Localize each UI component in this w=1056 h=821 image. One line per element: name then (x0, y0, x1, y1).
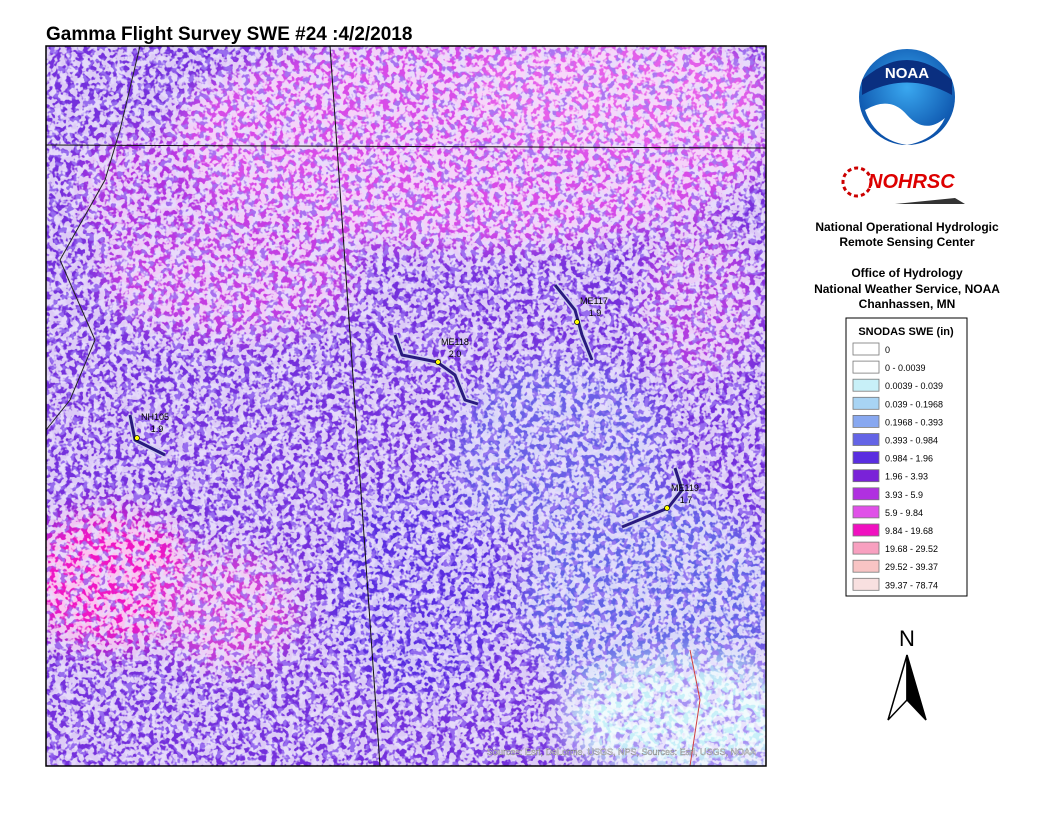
legend-label: 39.37 - 78.74 (885, 580, 938, 590)
program-name: NOHRSC (868, 171, 955, 193)
legend-label: 0.039 - 0.1968 (885, 399, 943, 409)
legend-label: 0 - 0.0039 (885, 363, 926, 373)
flight-swe: 1.9 (151, 424, 164, 434)
legend-swatch (852, 342, 880, 356)
legend-swatch (852, 451, 880, 465)
legend-swatch (852, 487, 880, 501)
map-frame (45, 45, 767, 767)
legend-swatch (852, 433, 880, 446)
north-arrow: N (887, 626, 927, 721)
title: Gamma Flight Survey SWE #24 :4/2/2018 (46, 24, 412, 45)
nohrsc-logo: NOHRSC (841, 166, 965, 204)
legend-label: 9.84 - 19.68 (885, 526, 933, 536)
legend-swatch (852, 396, 880, 410)
flight-swe: 1.9 (589, 308, 602, 318)
org-line: National Operational Hydrologic (815, 220, 999, 234)
legend-label: 0.1968 - 0.393 (885, 417, 943, 427)
flight-point (134, 435, 140, 441)
legend-swatch (852, 469, 880, 483)
org-line: Remote Sensing Center (839, 235, 975, 249)
flight-name: ME118 (441, 337, 469, 347)
legend-label: 5.9 - 9.84 (885, 508, 923, 518)
flight-name: ME117 (580, 296, 608, 306)
legend-swatch (852, 378, 880, 392)
legend-swatch (852, 577, 880, 591)
legend-swatch (852, 414, 880, 428)
flight-name: ME119 (671, 483, 699, 493)
map: ME117 1.9 ME118 2.0 NH105 1.9 ME119 1.7 Sources… (46, 46, 766, 766)
noaa-logo: NOAA (859, 49, 955, 145)
legend-swatch (852, 559, 880, 573)
flight-point (574, 319, 580, 325)
org-line: National Weather Service, NOAA (814, 282, 1000, 296)
flight-line (393, 334, 479, 406)
legend-label: 0.0039 - 0.039 (885, 381, 943, 391)
flight-point (664, 505, 670, 511)
legend-swatch (852, 360, 880, 374)
flight-name: NH105 (141, 412, 169, 422)
north-label: N (899, 626, 915, 651)
legend-label: 0 (885, 345, 890, 355)
flight-swe: 2.0 (449, 349, 462, 359)
legend-label: 0.393 - 0.984 (885, 436, 938, 446)
org-line: Office of Hydrology (851, 266, 963, 280)
legend-title: SNODAS SWE (in) (858, 326, 954, 338)
legend-swatch (852, 541, 880, 555)
legend-label: 19.68 - 29.52 (885, 544, 938, 554)
flight-line (621, 467, 684, 529)
logo-text: NOAA (885, 65, 929, 82)
legend: SNODAS SWE (in) 0 0 - 0.0039 0.0039 - 0.03… (845, 317, 968, 597)
legend-label: 29.52 - 39.37 (885, 562, 938, 572)
org-line: Chanhassen, MN (859, 297, 956, 311)
legend-swatch (852, 505, 880, 519)
legend-label: 1.96 - 3.93 (885, 472, 928, 482)
legend-label: 3.93 - 5.9 (885, 490, 923, 500)
legend-swatch (852, 523, 880, 537)
legend-label: 0.984 - 1.96 (885, 454, 933, 464)
flight-swe: 1.7 (680, 495, 693, 505)
credits: Sources: Esri, DeLorme, USGS, NPS, Sourc… (487, 747, 756, 757)
flight-point (435, 359, 441, 365)
